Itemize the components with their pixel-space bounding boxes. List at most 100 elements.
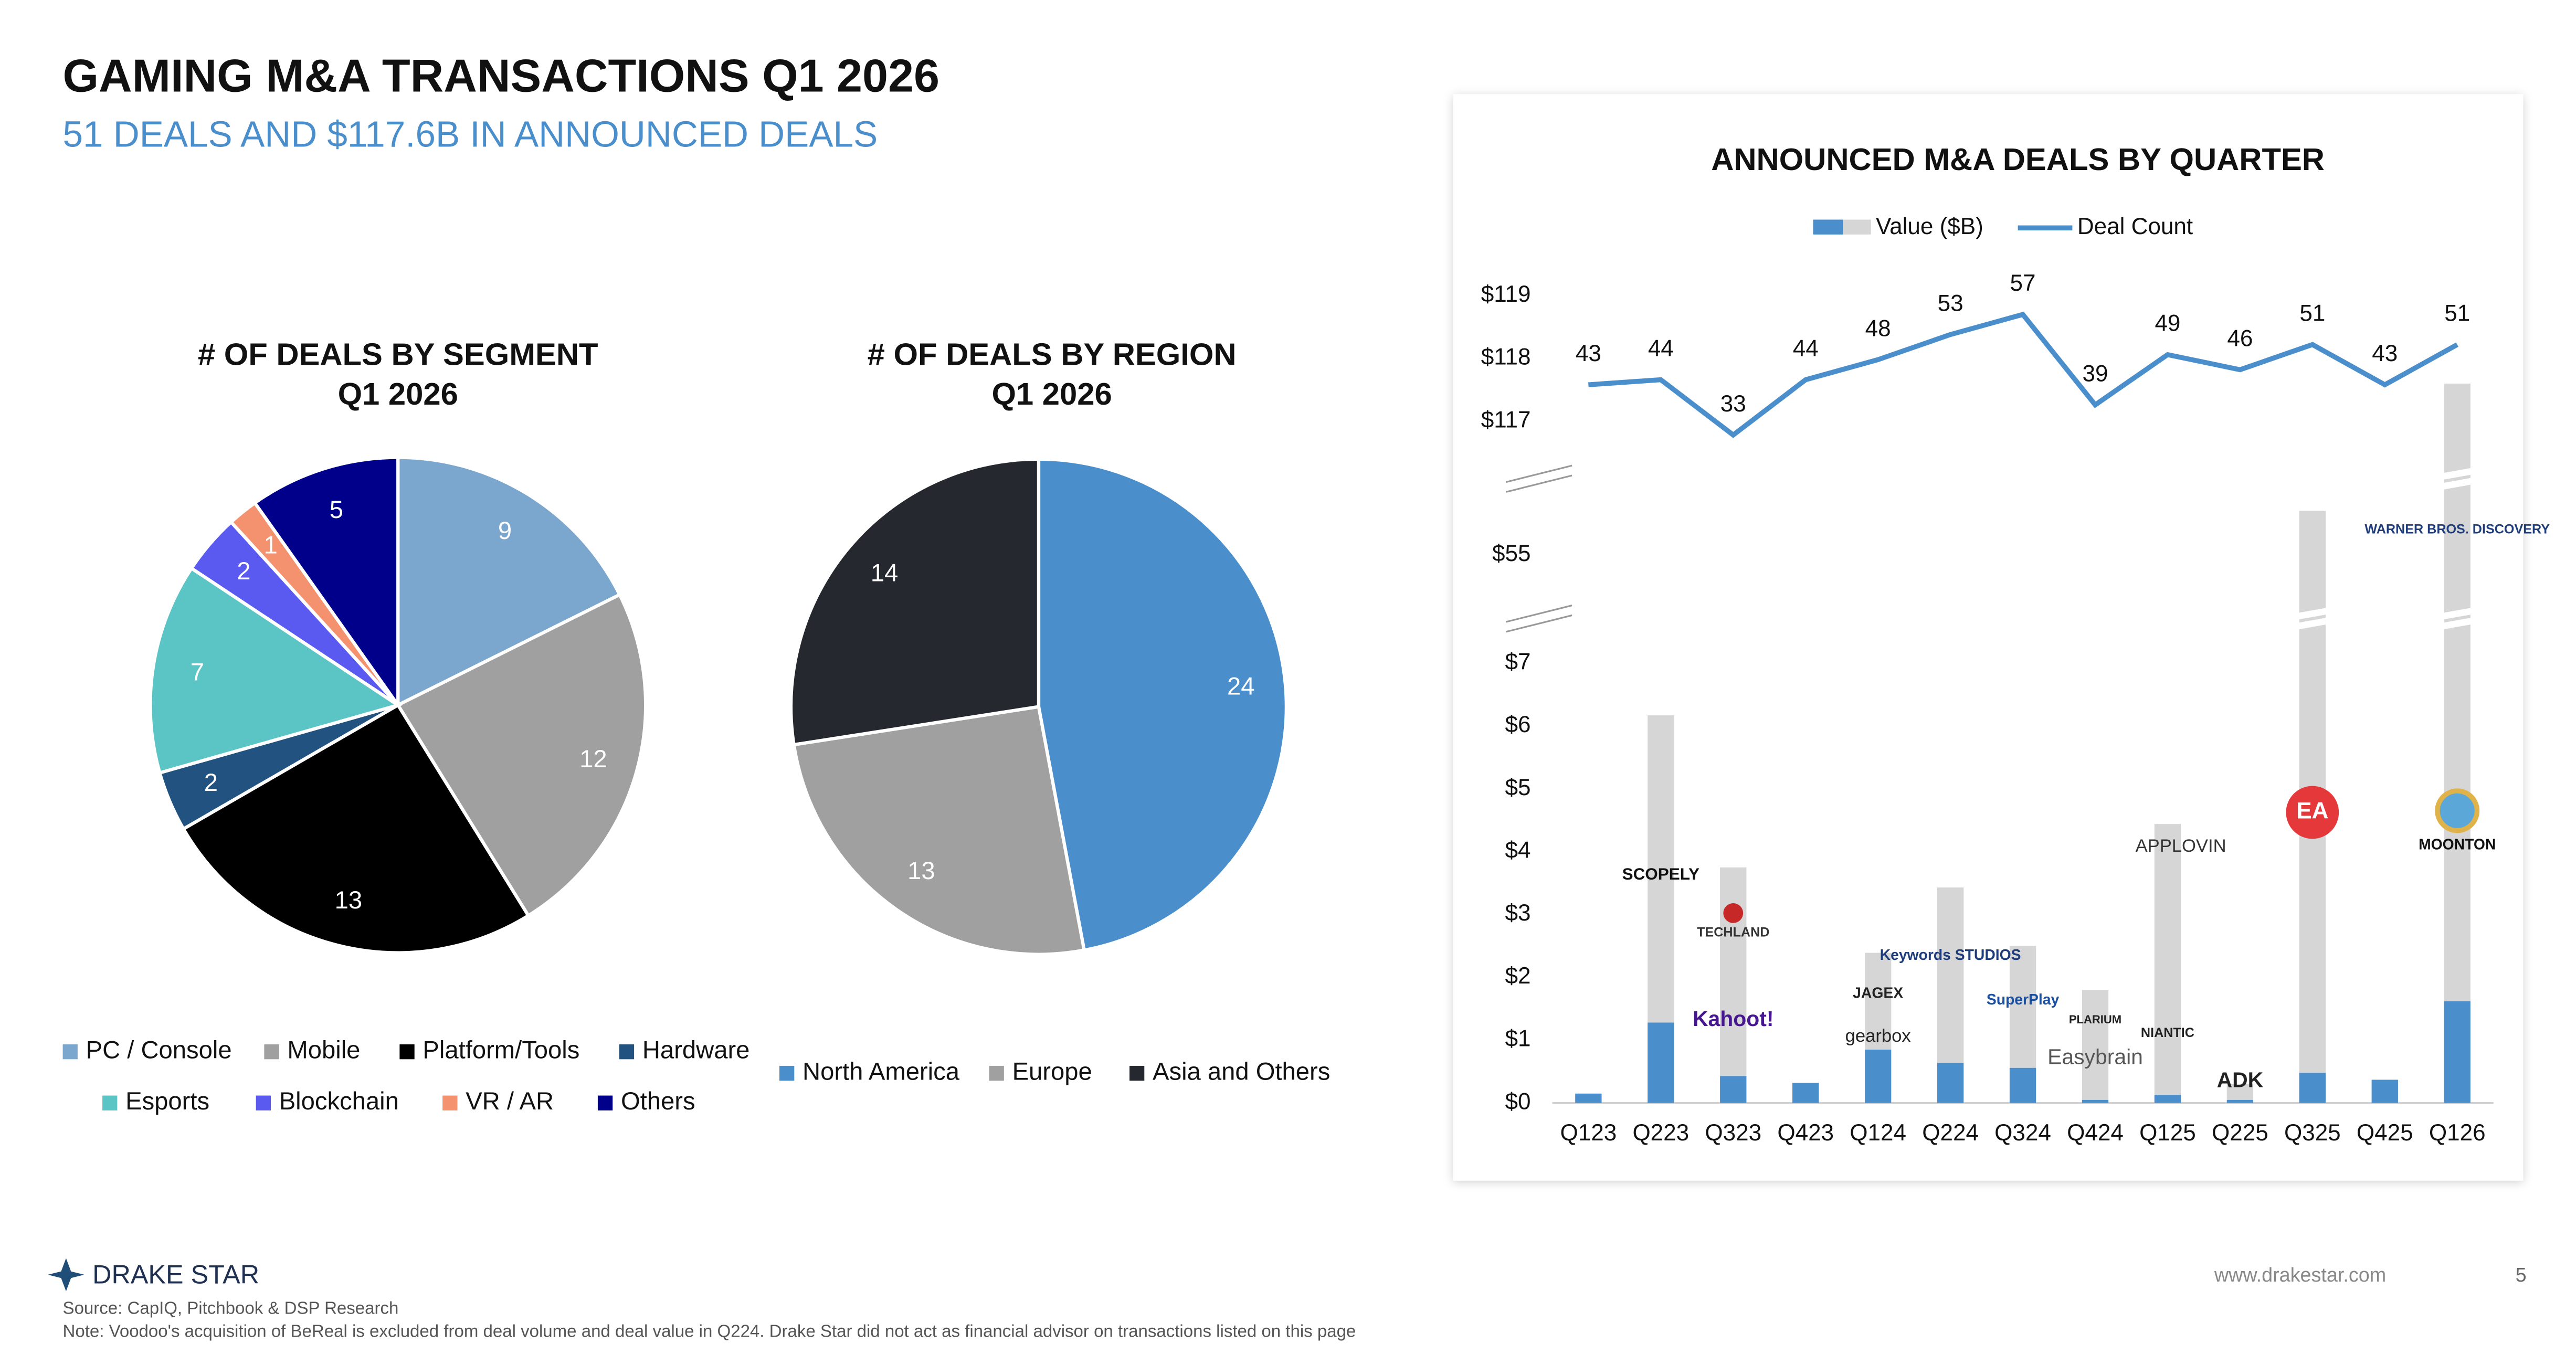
- y-tick-label: $6: [1505, 712, 1531, 737]
- legend-swatch: [619, 1044, 635, 1060]
- data-label: 9: [498, 517, 512, 545]
- x-tick-label: Q125: [2139, 1120, 2196, 1146]
- bar-segment: [1864, 953, 1892, 1050]
- legend-swatch: [779, 1065, 795, 1081]
- data-label: 48: [1865, 315, 1891, 341]
- annotation: Kahoot!: [1693, 1007, 1773, 1031]
- data-label: 2: [204, 769, 218, 797]
- data-label: 13: [907, 857, 935, 885]
- legend-label: Esports: [125, 1087, 209, 1115]
- bar-segment: [2009, 946, 2036, 1068]
- y-tick-label: $2: [1505, 963, 1531, 989]
- y-tick-label: $118: [1481, 344, 1531, 370]
- bar-segment: [1648, 715, 1674, 1023]
- page-title: GAMING M&A TRANSACTIONS Q1 2026: [63, 49, 939, 101]
- chart-subtitle: Q1 2026: [338, 376, 458, 411]
- bar-segment: [1864, 1049, 1892, 1103]
- legend-swatch: [597, 1095, 613, 1110]
- pie-slice: [789, 457, 1041, 747]
- data-label: 13: [335, 886, 363, 914]
- bar-segment: [2009, 1067, 2036, 1103]
- data-label: 33: [1720, 391, 1746, 417]
- annotation: WARNER BROS. DISCOVERY: [2364, 522, 2550, 537]
- logo-badge: [2435, 788, 2480, 833]
- bar-segment: [2226, 1099, 2254, 1103]
- bar-segment: [2226, 1084, 2254, 1100]
- annotation: SCOPELY: [1622, 865, 1699, 883]
- data-label: 51: [2444, 301, 2470, 326]
- data-label: 7: [191, 659, 204, 686]
- annotation: Keywords STUDIOS: [1880, 946, 2021, 963]
- data-label: 57: [2010, 270, 2036, 296]
- legend-label: Value ($B): [1876, 214, 1983, 239]
- bar-segment: [1720, 867, 1747, 1076]
- legend-label: North America: [803, 1058, 960, 1086]
- data-label: 53: [1938, 290, 1963, 316]
- data-label: 44: [1793, 336, 1819, 362]
- annotation: APPLOVIN: [2136, 836, 2226, 856]
- axis-break: [2265, 602, 2360, 636]
- y-tick-label: $117: [1481, 407, 1531, 432]
- data-label: 43: [1576, 341, 1601, 366]
- data-label: 2: [237, 557, 250, 585]
- legend-swatch: [62, 1044, 78, 1060]
- annotation: NIANTIC: [2141, 1025, 2194, 1040]
- brand-logo: [48, 1258, 85, 1292]
- x-tick-label: Q224: [1922, 1120, 1979, 1146]
- footnote: Note: Voodoo's acquisition of BeReal is …: [63, 1321, 1356, 1341]
- bar-segment: [1792, 1083, 1819, 1103]
- data-label: 51: [2299, 301, 2325, 326]
- source-note: Source: CapIQ, Pitchbook & DSP Research: [63, 1298, 399, 1318]
- x-tick-label: Q423: [1777, 1120, 1834, 1146]
- legend-swatch: [442, 1095, 458, 1110]
- data-label: 43: [2372, 341, 2398, 366]
- x-tick-label: Q425: [2357, 1120, 2413, 1146]
- bar-segment: [2299, 1073, 2326, 1103]
- bar-segment: [2154, 824, 2181, 1095]
- annotation: EA: [2296, 798, 2328, 824]
- bar-segment: [1720, 1076, 1747, 1103]
- data-label: 12: [579, 745, 607, 773]
- logo-badge: [1723, 903, 1744, 923]
- data-label: 49: [2155, 311, 2180, 336]
- data-label: 39: [2082, 361, 2108, 386]
- x-tick-label: Q126: [2429, 1120, 2486, 1146]
- pie-slice: [1037, 457, 1288, 953]
- legend-swatch: [1843, 219, 1871, 235]
- y-tick-label: $4: [1505, 838, 1531, 863]
- line: [1588, 311, 2459, 438]
- y-tick-label: $7: [1505, 649, 1531, 674]
- legend-label: Europe: [1012, 1058, 1092, 1086]
- data-label: 24: [1227, 672, 1255, 700]
- x-tick-label: Q123: [1560, 1120, 1617, 1146]
- legend-label: Asia and Others: [1153, 1058, 1330, 1086]
- legend-swatch: [989, 1065, 1004, 1081]
- bar-segment: [1648, 1022, 1674, 1103]
- legend-label: Platform/Tools: [423, 1036, 579, 1064]
- x-tick-label: Q124: [1850, 1120, 1906, 1146]
- pie-slice: [181, 703, 531, 955]
- x-tick-label: Q424: [2067, 1120, 2124, 1146]
- x-tick-label: Q223: [1632, 1120, 1689, 1146]
- axis-break: [1505, 605, 1572, 633]
- bar-segment: [2371, 1080, 2398, 1103]
- annotation: TECHLAND: [1697, 925, 1769, 939]
- chart-title: # OF DEALS BY REGION: [868, 336, 1237, 372]
- legend-label: Hardware: [642, 1036, 750, 1064]
- legend-label: PC / Console: [86, 1036, 232, 1064]
- bar-segment: [2444, 1001, 2471, 1103]
- legend-swatch: [102, 1095, 118, 1110]
- chart-title: ANNOUNCED M&A DEALS BY QUARTER: [1711, 142, 2325, 177]
- bar-segment: [2082, 1099, 2109, 1103]
- x-tick-label: Q325: [2284, 1120, 2341, 1146]
- annotation: JAGEX: [1853, 985, 1903, 1001]
- pie-slice: [395, 592, 648, 918]
- x-tick-label: Q323: [1705, 1120, 1761, 1146]
- bar-segment: [2082, 990, 2109, 1100]
- chart-subtitle: Q1 2026: [991, 376, 1112, 411]
- data-label: 5: [330, 496, 343, 524]
- data-label: 46: [2227, 325, 2253, 351]
- chart-panel: [1453, 94, 2524, 1181]
- legend-label: Deal Count: [2077, 214, 2193, 239]
- annotation: SuperPlay: [1987, 991, 2060, 1008]
